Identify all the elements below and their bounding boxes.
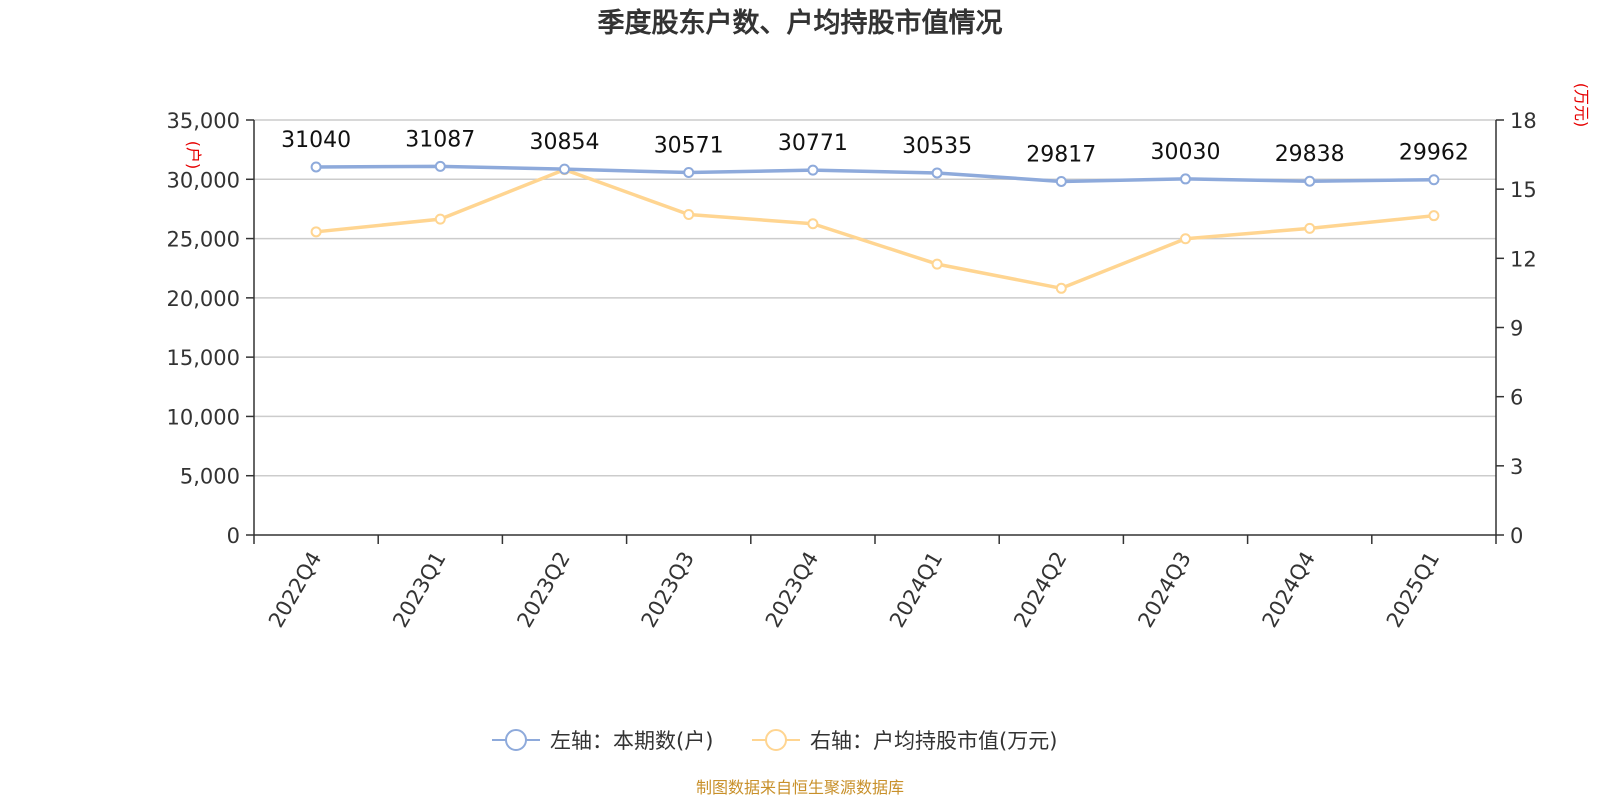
left-tick-label: 10,000 [167,405,240,429]
grid-lines [254,119,1496,477]
series-point-left[interactable] [1304,175,1316,187]
series-point-left[interactable] [807,164,819,176]
x-tick-label: 2024Q1 [885,548,947,632]
data-label: 30771 [778,131,848,156]
legend: 左轴：本期数(户) 右轴：户均持股市值(万元) [492,729,1057,753]
data-label: 29838 [1275,142,1345,167]
legend-item-left[interactable]: 左轴：本期数(户) [492,729,713,753]
series-line-left [316,164,1434,184]
x-tick-label: 2023Q3 [637,548,699,632]
left-tick-label: 25,000 [167,228,240,252]
series-line-right [315,167,1435,291]
legend-label-right: 右轴：户均持股市值(万元) [810,729,1057,753]
series-point-right[interactable] [1304,222,1316,234]
right-tick-label: 9 [1510,317,1523,341]
x-tick-label: 2023Q2 [512,548,574,632]
data-label: 29962 [1399,141,1469,166]
data-label: 30535 [902,134,972,159]
right-tick-label: 0 [1510,524,1523,548]
series-point-left[interactable] [1180,173,1191,185]
series-point-right[interactable] [1055,282,1067,294]
data-label: 30571 [654,134,724,159]
series-point-left[interactable] [931,167,943,179]
left-tick-label: 15,000 [167,346,240,370]
series-point-right[interactable] [1428,210,1440,222]
right-tick-label: 3 [1510,455,1523,479]
legend-marker-left [505,729,527,751]
data-labels: 31040 31087 30854 30571 30771 30535 29817 30030… [281,127,1469,167]
series-point-right[interactable] [310,226,322,238]
series-point-left[interactable] [1055,175,1067,187]
data-source: 制图数据来自恒生聚源数据库 [696,778,904,797]
right-tick-label: 15 [1510,178,1537,202]
data-label: 30854 [530,130,600,155]
right-tick-label: 6 [1510,386,1523,410]
legend-label-left: 左轴：本期数(户) [550,729,713,753]
right-axis: 0 3 6 9 12 15 18 [1495,109,1537,548]
x-tick-label: 2024Q2 [1009,548,1071,632]
left-axis: 0 5,000 10,000 15,000 20,000 25,000 30,000 35,0… [167,109,255,548]
x-tick-label: 2024Q3 [1133,548,1195,632]
series-layer [310,160,1440,294]
right-tick-label: 18 [1510,109,1537,133]
series-point-right[interactable] [434,213,446,225]
data-label: 29817 [1026,142,1096,167]
data-label: 31040 [281,128,351,153]
series-point-left[interactable] [1428,174,1440,186]
series-point-left[interactable] [434,160,446,172]
left-tick-label: 20,000 [167,287,240,311]
legend-marker-right [765,729,787,751]
left-tick-label: 0 [227,524,240,548]
series-point-right[interactable] [683,209,695,221]
right-axis-unit: (万元) [1572,83,1591,128]
x-axis: 2022Q4 2023Q1 2023Q2 2023Q3 2023Q4 2024Q1 2024… [253,534,1497,632]
series-point-left[interactable] [559,163,570,175]
chart-title: 季度股东户数、户均持股市值情况 [598,7,1003,39]
x-tick-label: 2024Q4 [1258,548,1320,632]
left-tick-label: 5,000 [180,465,240,489]
data-label: 30030 [1151,140,1221,165]
legend-item-right[interactable]: 右轴：户均持股市值(万元) [752,729,1057,753]
left-tick-label: 30,000 [167,168,240,192]
data-label: 31087 [405,127,475,152]
x-tick-label: 2025Q1 [1382,548,1444,632]
x-tick-label: 2022Q4 [264,548,326,632]
x-tick-label: 2023Q4 [761,548,823,632]
series-point-right[interactable] [1180,233,1191,245]
series-point-right[interactable] [931,258,943,270]
series-point-left[interactable] [683,167,695,179]
left-tick-label: 35,000 [167,109,240,133]
left-axis-unit: (户) [184,141,203,170]
right-tick-label: 12 [1510,247,1537,271]
x-tick-label: 2023Q1 [388,548,450,632]
series-point-right[interactable] [807,218,819,230]
series-point-left[interactable] [310,161,322,173]
